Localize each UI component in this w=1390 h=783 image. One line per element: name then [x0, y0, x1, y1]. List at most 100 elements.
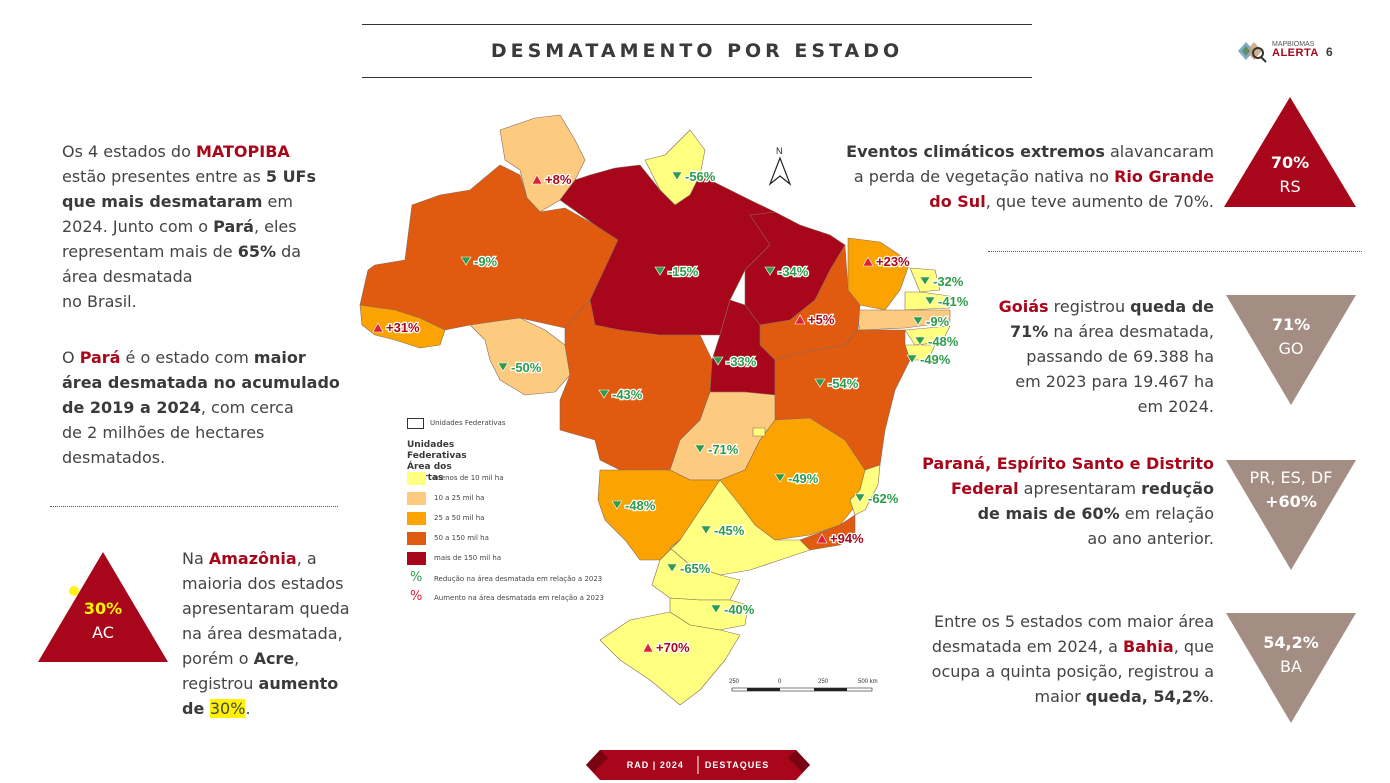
- ba-badge: 54,2% BA: [1226, 631, 1356, 679]
- down-triangle-icon: [654, 266, 666, 276]
- ac-badge-value: 30%: [83, 599, 123, 618]
- down-triangle-icon: [914, 336, 926, 346]
- down-triangle-icon: [919, 276, 931, 286]
- state-change-markers: +8% -56% -9% -15% -34% +23% -32% -41% -9% -48% -49…: [372, 168, 970, 656]
- up-triangle-icon: [372, 322, 384, 333]
- mapbiomas-logo: [1238, 42, 1267, 63]
- down-triangle-icon: [814, 378, 826, 388]
- state-shape-rs: [599, 611, 741, 706]
- logo-line2: ALERTA: [1272, 47, 1319, 59]
- go-badge-value: 71%: [1271, 315, 1311, 334]
- up-triangle-icon: [862, 256, 874, 267]
- right-divider: [988, 251, 1362, 252]
- state-change-label-sc: -40%: [724, 602, 755, 617]
- pr-es-df-badge-triangle: [1226, 460, 1356, 570]
- matopiba-paragraph: Os 4 estados do MATOPIBA estão presentes…: [62, 142, 317, 311]
- state-change-label-mg: -49%: [788, 471, 819, 486]
- state-change-label-rn: -32%: [933, 274, 964, 289]
- up-triangle-icon: [816, 533, 828, 544]
- state-change-label-es: -62%: [868, 491, 899, 506]
- down-triangle-icon: [774, 473, 786, 483]
- logo-text: MAPBIOMAS ALERTA: [1272, 40, 1319, 59]
- state-change-label-pa: -15%: [668, 264, 699, 279]
- state-change-label-ms: -48%: [625, 498, 656, 513]
- down-triangle-icon: [700, 525, 712, 535]
- footer-section: DESTAQUES: [704, 760, 770, 770]
- ac-badge: 30% AC: [38, 597, 168, 645]
- state-change-label-pi: +5%: [808, 312, 835, 327]
- state-change-label-rs: +70%: [656, 640, 690, 655]
- go-badge-label: GO: [1278, 339, 1304, 358]
- legend-uf-swatch: [407, 418, 424, 429]
- down-triangle-icon: [764, 266, 776, 276]
- up-triangle-icon: [531, 174, 543, 185]
- state-change-label-to: -33%: [726, 354, 757, 369]
- state-change-label-ce: +23%: [876, 254, 910, 269]
- state-change-label-ma: -34%: [778, 264, 809, 279]
- go-badge: 71% GO: [1226, 313, 1356, 361]
- state-shape-ac: [359, 304, 446, 349]
- state-change-label-se: -49%: [920, 352, 951, 367]
- state-change-label-rj: +94%: [830, 531, 864, 546]
- rs-badge: 70% RS: [1224, 151, 1356, 199]
- down-triangle-icon: [460, 256, 472, 266]
- rs-badge-label: RS: [1279, 177, 1301, 196]
- ac-badge-label: AC: [92, 623, 114, 642]
- pr-es-df-badge: PR, ES, DF +60%: [1226, 466, 1356, 514]
- ba-badge-triangle: [1226, 613, 1356, 723]
- pr-es-df-badge-value: +60%: [1265, 492, 1317, 511]
- state-shape-pe: [854, 309, 951, 331]
- rs-paragraph: Eventos climáticos extremos alavancaram …: [846, 142, 1214, 211]
- logo-line1: MAPBIOMAS: [1272, 41, 1315, 48]
- down-triangle-icon: [666, 563, 678, 573]
- rs-badge-value: 70%: [1270, 153, 1310, 172]
- state-shape-df: [752, 427, 766, 437]
- state-change-label-pb: -41%: [938, 294, 969, 309]
- state-change-label-sp: -45%: [714, 523, 745, 538]
- down-triangle-icon: [906, 354, 918, 364]
- scale-label-0: 0: [778, 679, 782, 685]
- up-triangle-icon: [794, 314, 806, 325]
- svg-text:N: N: [776, 146, 783, 156]
- page-number: 6: [1326, 45, 1333, 59]
- footer-banner: [586, 750, 810, 780]
- ba-paragraph: Entre os 5 estados com maior área desmat…: [931, 612, 1214, 706]
- state-change-label-am: -9%: [474, 254, 498, 269]
- page-title: DESMATAMENTO POR ESTADO: [490, 40, 904, 62]
- para-paragraph: O Pará é o estado com maior área desmata…: [62, 348, 340, 467]
- state-change-label-ap: -56%: [685, 169, 716, 184]
- legend-uf-label: Unidades Federativas: [430, 419, 506, 427]
- go-badge-triangle: [1226, 295, 1356, 405]
- ac-badge-triangle: [38, 552, 168, 662]
- down-triangle-icon: [710, 604, 722, 614]
- down-triangle-icon: [611, 500, 623, 510]
- scale-label-250w: 250: [729, 679, 740, 685]
- down-triangle-icon: [924, 296, 936, 306]
- scale-label-500: 500 km: [858, 679, 878, 685]
- brazil-map: N +8% -56% -9% -15% -34% +23% -32% -41% -9% -48% -…: [359, 114, 970, 706]
- state-change-label-go: -71%: [708, 442, 739, 457]
- state-shape-al: [904, 325, 951, 346]
- state-change-label-pe: -9%: [926, 314, 950, 329]
- state-change-label-pr: -65%: [680, 561, 711, 576]
- state-change-label-mt: -43%: [612, 387, 643, 402]
- footer-text: RAD | 2024 DESTAQUES: [626, 760, 770, 770]
- pr-es-df-paragraph: Paraná, Espírito Santo e Distrito Federa…: [922, 454, 1214, 548]
- percent-green-icon: %: [410, 570, 423, 585]
- down-triangle-icon: [671, 171, 683, 181]
- down-triangle-icon: [497, 362, 509, 372]
- up-triangle-icon: [642, 642, 654, 653]
- scale-bar: [731, 687, 873, 692]
- page-title-box: DESMATAMENTO POR ESTADO: [362, 24, 1032, 78]
- state-change-label-ba: -54%: [828, 376, 859, 391]
- pr-es-df-badge-label: PR, ES, DF: [1249, 468, 1333, 487]
- state-change-label-al: -48%: [928, 334, 959, 349]
- logo-mark-icon: [1238, 42, 1267, 63]
- north-arrow-icon: N: [768, 146, 792, 186]
- state-change-label-ac: +31%: [386, 320, 420, 335]
- state-shape-ro: [469, 317, 571, 396]
- state-shape-mg: [719, 417, 866, 541]
- state-change-label-rr: +8%: [545, 172, 572, 187]
- scale-label-250e: 250: [818, 679, 829, 685]
- state-shape-es: [849, 464, 881, 516]
